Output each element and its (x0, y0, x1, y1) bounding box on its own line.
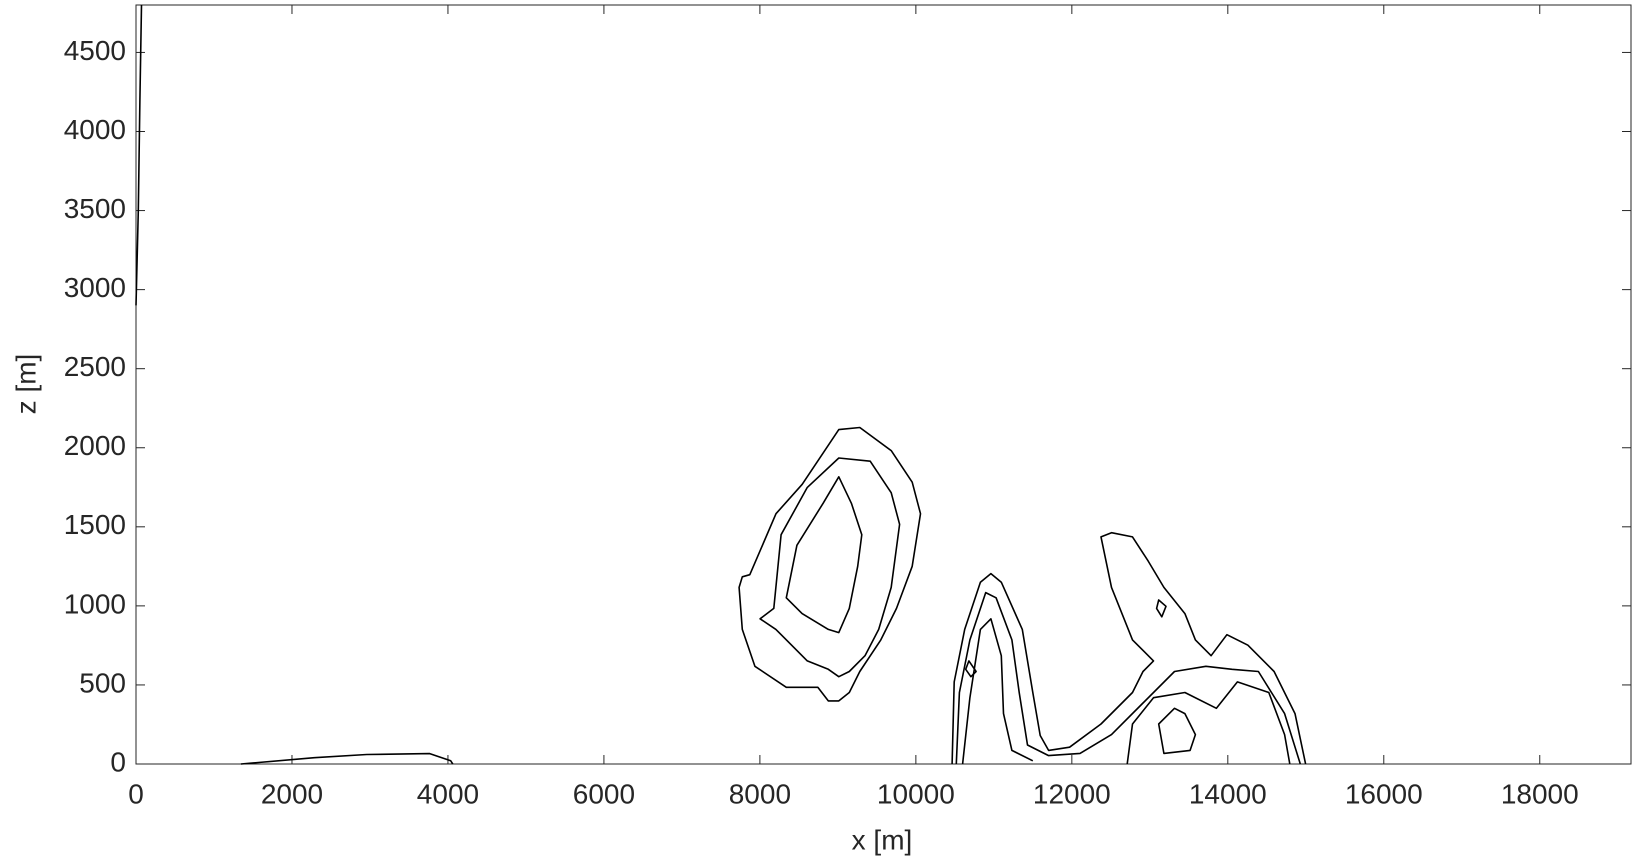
contour-line (961, 618, 1034, 765)
y-tick-label: 1000 (64, 588, 126, 619)
y-tick-label: 500 (79, 667, 126, 698)
x-tick-label: 4000 (417, 778, 479, 809)
x-tick-label: 10000 (877, 778, 955, 809)
y-axis-label: z [m] (10, 354, 41, 415)
x-tick-label: 0 (128, 778, 144, 809)
y-tick-label: 2000 (64, 430, 126, 461)
plot-area (135, 4, 1632, 765)
y-tick-label: 1500 (64, 509, 126, 540)
contour-line (955, 591, 1302, 765)
y-tick-label: 2500 (64, 351, 126, 382)
x-tick-label: 16000 (1345, 778, 1423, 809)
contour-line (964, 660, 977, 678)
y-tick-label: 3500 (64, 193, 126, 224)
contour-line (135, 4, 143, 306)
x-tick-label: 14000 (1189, 778, 1267, 809)
x-tick-label: 12000 (1033, 778, 1111, 809)
x-tick-label: 8000 (729, 778, 791, 809)
x-axis-label: x [m] (852, 824, 913, 855)
y-tick-label: 3000 (64, 272, 126, 303)
x-tick-label: 6000 (573, 778, 635, 809)
y-tick-label: 4000 (64, 114, 126, 145)
contour-line (738, 426, 922, 702)
contour-line (1157, 707, 1197, 755)
contour-line (759, 457, 901, 678)
y-tick-label: 0 (110, 746, 126, 777)
contour-line (951, 531, 1307, 765)
contour-line (785, 476, 863, 634)
contour-line (240, 752, 454, 765)
y-tick-label: 4500 (64, 35, 126, 66)
contour-line (1126, 681, 1291, 765)
x-tick-label: 18000 (1501, 778, 1579, 809)
contour-line (1155, 599, 1167, 618)
x-tick-label: 2000 (261, 778, 323, 809)
